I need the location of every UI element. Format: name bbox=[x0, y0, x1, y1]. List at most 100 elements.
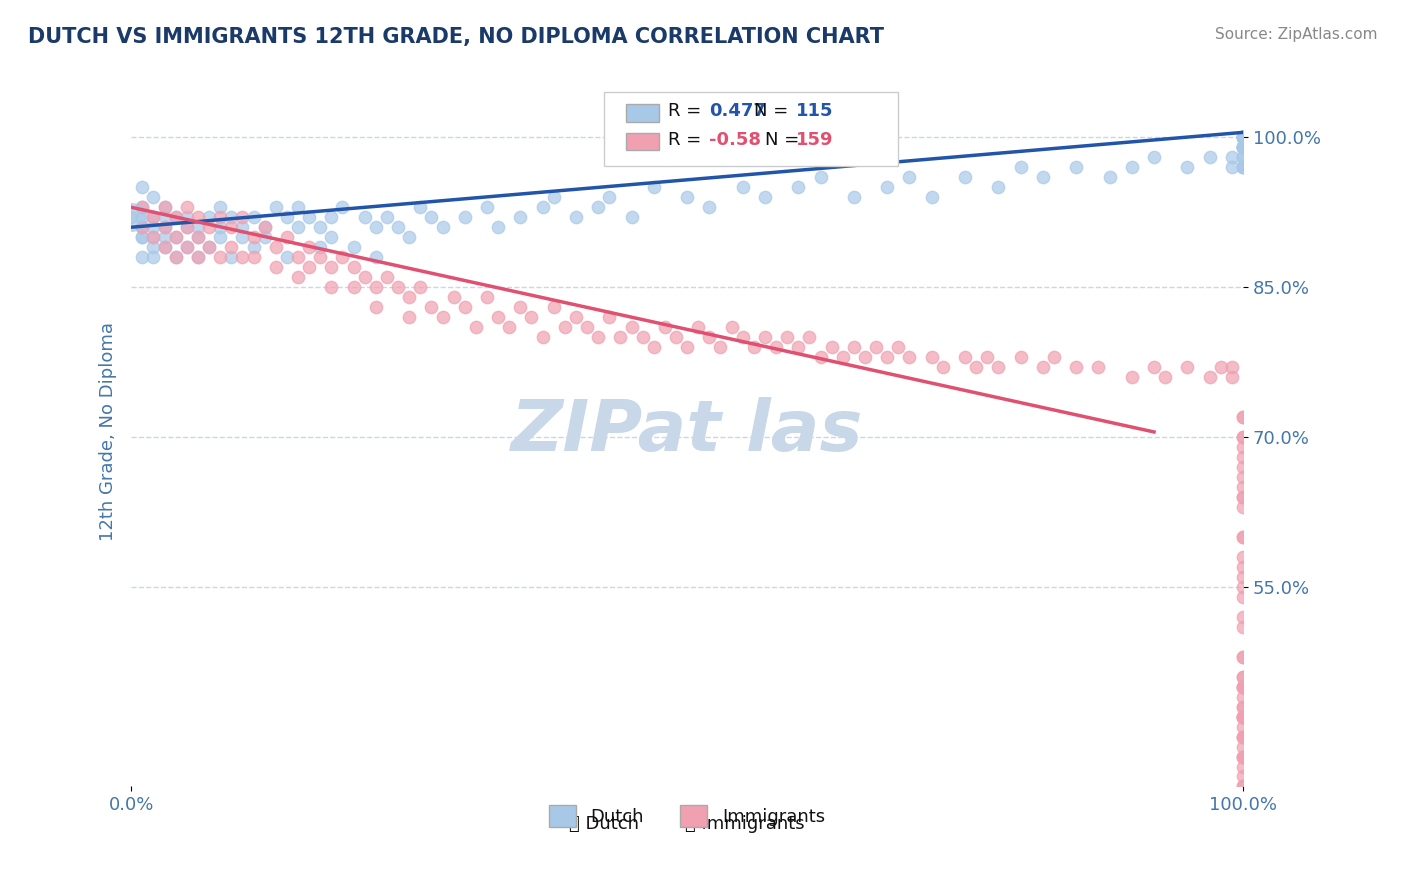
Point bbox=[142, 190, 165, 204]
Point bbox=[165, 230, 187, 244]
Point bbox=[221, 211, 243, 225]
Point bbox=[1232, 690, 1254, 704]
Point bbox=[1232, 680, 1254, 694]
Point bbox=[253, 230, 276, 244]
Point bbox=[1232, 590, 1254, 604]
Point bbox=[187, 230, 209, 244]
Point bbox=[1232, 130, 1254, 145]
Point bbox=[731, 330, 754, 344]
Point bbox=[1209, 359, 1232, 374]
Point bbox=[165, 230, 187, 244]
Point bbox=[1177, 161, 1199, 175]
Point bbox=[221, 250, 243, 264]
Point bbox=[1232, 709, 1254, 723]
Point bbox=[142, 230, 165, 244]
Point bbox=[131, 230, 153, 244]
Point bbox=[298, 211, 321, 225]
Point bbox=[665, 330, 688, 344]
Point bbox=[742, 340, 765, 354]
Point bbox=[1143, 359, 1166, 374]
Point bbox=[953, 350, 976, 364]
Point bbox=[576, 320, 599, 334]
Point bbox=[221, 240, 243, 254]
Point bbox=[475, 290, 498, 304]
Point bbox=[1232, 670, 1254, 684]
Point bbox=[1043, 350, 1066, 364]
Point bbox=[720, 320, 742, 334]
Point bbox=[754, 190, 776, 204]
Point bbox=[1232, 490, 1254, 504]
Point bbox=[142, 211, 165, 225]
Point bbox=[586, 330, 609, 344]
Point bbox=[1232, 699, 1254, 714]
Point bbox=[287, 270, 309, 285]
Point bbox=[1232, 161, 1254, 175]
Point bbox=[276, 230, 298, 244]
Point bbox=[620, 320, 643, 334]
Point bbox=[332, 200, 354, 214]
Point bbox=[375, 270, 398, 285]
Point bbox=[1232, 680, 1254, 694]
Point bbox=[1032, 359, 1054, 374]
Point bbox=[309, 240, 332, 254]
Point bbox=[1232, 749, 1254, 764]
Point bbox=[364, 250, 387, 264]
Point bbox=[1232, 140, 1254, 154]
Point bbox=[209, 220, 232, 235]
Point bbox=[432, 310, 454, 325]
Point bbox=[820, 340, 842, 354]
Point bbox=[131, 230, 153, 244]
Point bbox=[1010, 161, 1032, 175]
Point bbox=[1232, 670, 1254, 684]
Point bbox=[276, 211, 298, 225]
Point bbox=[142, 211, 165, 225]
Point bbox=[187, 250, 209, 264]
Point bbox=[887, 340, 910, 354]
Point bbox=[1220, 370, 1243, 384]
Point bbox=[787, 340, 810, 354]
Point bbox=[165, 250, 187, 264]
Point bbox=[1232, 150, 1254, 164]
Point bbox=[242, 230, 264, 244]
Point bbox=[176, 220, 198, 235]
Point bbox=[321, 260, 343, 275]
Point bbox=[1032, 170, 1054, 185]
Point bbox=[287, 220, 309, 235]
Point bbox=[810, 350, 832, 364]
Point bbox=[754, 330, 776, 344]
Point bbox=[153, 220, 176, 235]
Point bbox=[1232, 130, 1254, 145]
Point bbox=[353, 211, 375, 225]
Text: 0.477: 0.477 bbox=[710, 103, 766, 120]
Point bbox=[1010, 350, 1032, 364]
Point bbox=[432, 220, 454, 235]
Point bbox=[787, 180, 810, 194]
Point bbox=[987, 180, 1010, 194]
Point bbox=[454, 300, 477, 314]
Point bbox=[1232, 709, 1254, 723]
Point bbox=[475, 200, 498, 214]
Point bbox=[443, 290, 465, 304]
Point bbox=[498, 320, 520, 334]
Point bbox=[1232, 409, 1254, 424]
Point bbox=[1232, 140, 1254, 154]
Point bbox=[131, 220, 153, 235]
Point bbox=[520, 310, 543, 325]
Point bbox=[242, 240, 264, 254]
Point bbox=[932, 359, 955, 374]
Point bbox=[321, 211, 343, 225]
Text: DUTCH VS IMMIGRANTS 12TH GRADE, NO DIPLOMA CORRELATION CHART: DUTCH VS IMMIGRANTS 12TH GRADE, NO DIPLO… bbox=[28, 27, 884, 46]
Point bbox=[1232, 490, 1254, 504]
Point bbox=[1232, 161, 1254, 175]
Point bbox=[231, 220, 253, 235]
Point bbox=[1232, 620, 1254, 634]
Point bbox=[131, 211, 153, 225]
Point bbox=[1232, 530, 1254, 544]
Point bbox=[264, 260, 287, 275]
Point bbox=[799, 330, 821, 344]
Point bbox=[287, 200, 309, 214]
Point bbox=[598, 310, 620, 325]
Point bbox=[153, 200, 176, 214]
Point bbox=[321, 230, 343, 244]
Point bbox=[1232, 680, 1254, 694]
